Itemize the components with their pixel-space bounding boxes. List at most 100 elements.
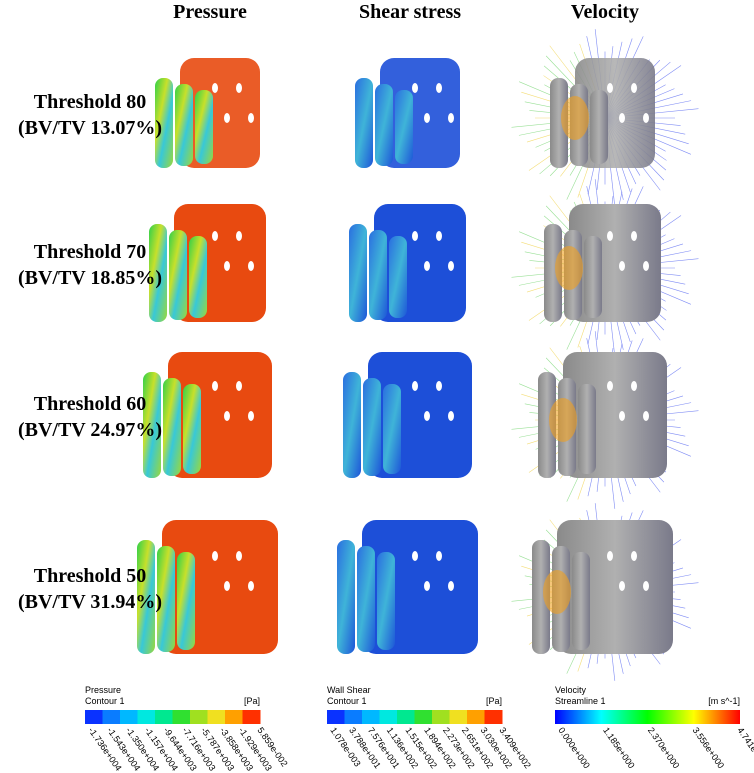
- pore: [236, 551, 242, 561]
- pillar: [544, 224, 562, 322]
- color-segment: [225, 710, 243, 724]
- hotspot: [543, 570, 571, 614]
- pore: [224, 261, 230, 271]
- pore: [643, 411, 649, 421]
- color-segment: [172, 710, 191, 724]
- color-segment: [327, 710, 345, 724]
- color-segment: [397, 710, 415, 724]
- pillar: [572, 552, 590, 650]
- pore: [607, 381, 613, 391]
- pore: [248, 261, 254, 271]
- pillar: [163, 378, 181, 476]
- pore: [248, 581, 254, 591]
- pore: [436, 551, 442, 561]
- pillar: [584, 236, 602, 318]
- pore: [607, 83, 613, 93]
- pillar: [377, 552, 395, 650]
- color-segment: [137, 710, 156, 724]
- pore: [236, 231, 242, 241]
- pillar: [155, 78, 173, 168]
- pore: [236, 381, 242, 391]
- hotspot: [555, 246, 583, 290]
- pore: [607, 231, 613, 241]
- hotspot: [561, 96, 589, 140]
- render: [155, 58, 260, 168]
- pore: [424, 581, 430, 591]
- pillar: [375, 84, 393, 166]
- pore: [412, 83, 418, 93]
- row-bvtv: (BV/TV 31.94%): [18, 591, 162, 613]
- color-ramp: [555, 710, 740, 724]
- legend-tick-label: 2.370e+000: [646, 725, 682, 770]
- pore: [424, 411, 430, 421]
- legend-subtitle: Contour 1: [85, 696, 125, 706]
- color-segment: [379, 710, 398, 724]
- pillar: [538, 372, 556, 478]
- color-segment: [85, 710, 103, 724]
- pore: [448, 113, 454, 123]
- render: [511, 179, 699, 357]
- pore: [631, 231, 637, 241]
- pore: [436, 231, 442, 241]
- render: [349, 204, 466, 322]
- pillar: [157, 546, 175, 652]
- color-segment: [449, 710, 468, 724]
- row-bvtv: (BV/TV 13.07%): [18, 117, 162, 139]
- row-label: Threshold 70: [34, 241, 146, 263]
- legend-unit: [m s^-1]: [708, 696, 740, 706]
- pore: [224, 581, 230, 591]
- pore: [424, 261, 430, 271]
- legend-tick-label: 0.000e+000: [556, 725, 592, 770]
- render: [355, 58, 460, 168]
- pore: [224, 411, 230, 421]
- color-segment: [484, 710, 503, 724]
- pillar: [349, 224, 367, 322]
- pore: [212, 83, 218, 93]
- pillar: [395, 90, 413, 164]
- pore: [643, 261, 649, 271]
- legend-tick-label: 1.185e+000: [601, 725, 637, 770]
- render: [143, 352, 272, 478]
- legend-tick-label: 3.556e+000: [691, 725, 727, 770]
- pore: [424, 113, 430, 123]
- pillar: [195, 90, 213, 164]
- column-header: Pressure: [173, 1, 247, 23]
- pillar: [169, 230, 187, 320]
- legend-unit: [Pa]: [244, 696, 260, 706]
- pore: [619, 581, 625, 591]
- render: [511, 503, 699, 681]
- legend-title: Velocity: [555, 685, 587, 695]
- render: [149, 204, 266, 322]
- pillar: [175, 84, 193, 166]
- pillar: [149, 224, 167, 322]
- pore: [412, 381, 418, 391]
- color-segment: [155, 710, 173, 724]
- color-segment: [190, 710, 208, 724]
- pillar: [137, 540, 155, 654]
- pore: [224, 113, 230, 123]
- row-label: Threshold 60: [34, 393, 146, 415]
- pore: [619, 113, 625, 123]
- color-segment: [120, 710, 138, 724]
- pillar: [383, 384, 401, 474]
- pore: [212, 381, 218, 391]
- renders: [137, 29, 699, 681]
- render: [137, 520, 278, 654]
- pillar: [337, 540, 355, 654]
- color-segment: [432, 710, 450, 724]
- legend-subtitle: Contour 1: [327, 696, 367, 706]
- color-segment: [362, 710, 380, 724]
- pore: [448, 261, 454, 271]
- color-segment: [414, 710, 433, 724]
- pore: [619, 261, 625, 271]
- column-header: Shear stress: [359, 1, 461, 23]
- row-bvtv: (BV/TV 24.97%): [18, 419, 162, 441]
- pore: [436, 381, 442, 391]
- row-label: Threshold 50: [34, 565, 146, 587]
- render: [511, 331, 699, 509]
- pore: [448, 411, 454, 421]
- column-header: Velocity: [571, 1, 639, 23]
- pillar: [355, 78, 373, 168]
- pore: [631, 551, 637, 561]
